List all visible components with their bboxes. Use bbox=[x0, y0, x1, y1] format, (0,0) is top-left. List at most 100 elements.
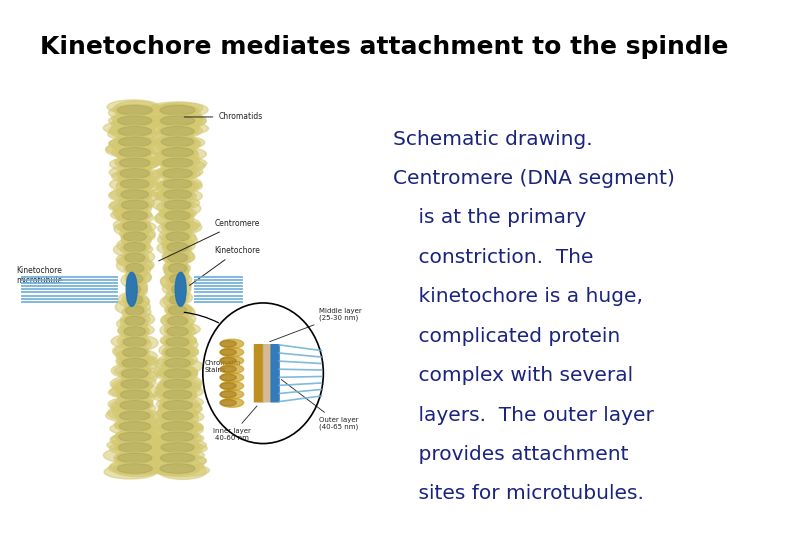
Ellipse shape bbox=[158, 431, 198, 443]
Ellipse shape bbox=[160, 228, 190, 242]
Ellipse shape bbox=[165, 315, 190, 327]
Ellipse shape bbox=[118, 293, 141, 307]
Ellipse shape bbox=[111, 363, 149, 378]
Ellipse shape bbox=[120, 220, 150, 232]
Ellipse shape bbox=[127, 274, 143, 284]
Ellipse shape bbox=[162, 210, 193, 221]
Ellipse shape bbox=[117, 131, 164, 146]
Ellipse shape bbox=[152, 427, 194, 441]
Ellipse shape bbox=[163, 250, 190, 265]
Ellipse shape bbox=[164, 241, 190, 253]
Ellipse shape bbox=[153, 418, 198, 433]
Ellipse shape bbox=[113, 201, 151, 215]
Ellipse shape bbox=[118, 156, 160, 168]
Ellipse shape bbox=[163, 262, 190, 274]
Ellipse shape bbox=[162, 411, 193, 421]
Ellipse shape bbox=[220, 398, 244, 407]
Ellipse shape bbox=[126, 272, 137, 306]
Ellipse shape bbox=[172, 285, 183, 294]
Ellipse shape bbox=[159, 410, 196, 422]
Ellipse shape bbox=[105, 143, 152, 157]
Ellipse shape bbox=[157, 379, 191, 391]
Ellipse shape bbox=[155, 432, 202, 444]
Ellipse shape bbox=[125, 253, 145, 262]
Ellipse shape bbox=[164, 200, 191, 210]
Ellipse shape bbox=[123, 232, 147, 241]
Ellipse shape bbox=[166, 323, 200, 335]
Ellipse shape bbox=[160, 179, 202, 193]
Ellipse shape bbox=[122, 211, 147, 220]
Ellipse shape bbox=[122, 251, 149, 265]
Ellipse shape bbox=[119, 357, 151, 369]
Ellipse shape bbox=[121, 190, 148, 199]
Ellipse shape bbox=[165, 197, 199, 209]
Ellipse shape bbox=[113, 343, 148, 359]
Ellipse shape bbox=[168, 303, 193, 316]
Ellipse shape bbox=[168, 326, 196, 338]
Ellipse shape bbox=[155, 211, 194, 226]
Ellipse shape bbox=[120, 158, 150, 168]
Ellipse shape bbox=[126, 306, 144, 315]
Ellipse shape bbox=[220, 356, 244, 365]
Ellipse shape bbox=[122, 358, 147, 368]
Ellipse shape bbox=[158, 401, 202, 416]
Ellipse shape bbox=[152, 185, 194, 199]
Ellipse shape bbox=[116, 106, 162, 118]
Ellipse shape bbox=[109, 157, 156, 171]
Ellipse shape bbox=[160, 178, 195, 190]
Ellipse shape bbox=[164, 201, 201, 216]
Ellipse shape bbox=[161, 313, 188, 328]
Ellipse shape bbox=[165, 271, 190, 284]
Ellipse shape bbox=[155, 460, 204, 472]
Ellipse shape bbox=[164, 264, 188, 278]
Ellipse shape bbox=[160, 389, 195, 401]
Ellipse shape bbox=[113, 462, 159, 477]
Ellipse shape bbox=[163, 359, 202, 374]
Ellipse shape bbox=[161, 137, 194, 147]
Ellipse shape bbox=[163, 168, 193, 178]
Ellipse shape bbox=[172, 291, 193, 304]
Ellipse shape bbox=[168, 273, 187, 285]
Ellipse shape bbox=[113, 117, 160, 130]
Ellipse shape bbox=[121, 231, 149, 242]
Ellipse shape bbox=[117, 168, 154, 180]
Ellipse shape bbox=[151, 113, 203, 127]
Ellipse shape bbox=[168, 264, 186, 273]
Ellipse shape bbox=[220, 400, 237, 406]
Ellipse shape bbox=[109, 441, 162, 456]
Ellipse shape bbox=[119, 196, 155, 211]
Ellipse shape bbox=[118, 126, 151, 136]
Ellipse shape bbox=[160, 379, 194, 390]
Ellipse shape bbox=[117, 450, 163, 464]
Ellipse shape bbox=[164, 260, 188, 272]
Ellipse shape bbox=[163, 400, 193, 410]
Ellipse shape bbox=[160, 453, 194, 463]
Ellipse shape bbox=[122, 338, 151, 352]
Ellipse shape bbox=[159, 167, 196, 179]
Ellipse shape bbox=[115, 380, 151, 394]
Ellipse shape bbox=[173, 281, 191, 296]
Ellipse shape bbox=[166, 305, 189, 316]
Ellipse shape bbox=[156, 438, 200, 454]
Ellipse shape bbox=[157, 366, 198, 379]
Ellipse shape bbox=[119, 210, 151, 221]
Ellipse shape bbox=[112, 170, 151, 183]
Ellipse shape bbox=[110, 422, 155, 435]
Ellipse shape bbox=[154, 166, 200, 180]
FancyBboxPatch shape bbox=[271, 344, 279, 402]
Ellipse shape bbox=[127, 262, 151, 276]
Ellipse shape bbox=[160, 154, 199, 169]
Ellipse shape bbox=[121, 313, 150, 326]
Ellipse shape bbox=[119, 421, 151, 431]
Ellipse shape bbox=[156, 442, 207, 454]
Text: Kinetochore: Kinetochore bbox=[190, 246, 260, 286]
Ellipse shape bbox=[120, 168, 150, 178]
Ellipse shape bbox=[118, 188, 151, 200]
Ellipse shape bbox=[119, 174, 161, 189]
Ellipse shape bbox=[165, 211, 190, 220]
Ellipse shape bbox=[160, 396, 203, 409]
Ellipse shape bbox=[115, 345, 146, 357]
Ellipse shape bbox=[150, 154, 195, 166]
Text: Inner layer
40-60 nm: Inner layer 40-60 nm bbox=[213, 406, 257, 441]
Text: Middle layer
(25-30 nm): Middle layer (25-30 nm) bbox=[270, 308, 362, 342]
